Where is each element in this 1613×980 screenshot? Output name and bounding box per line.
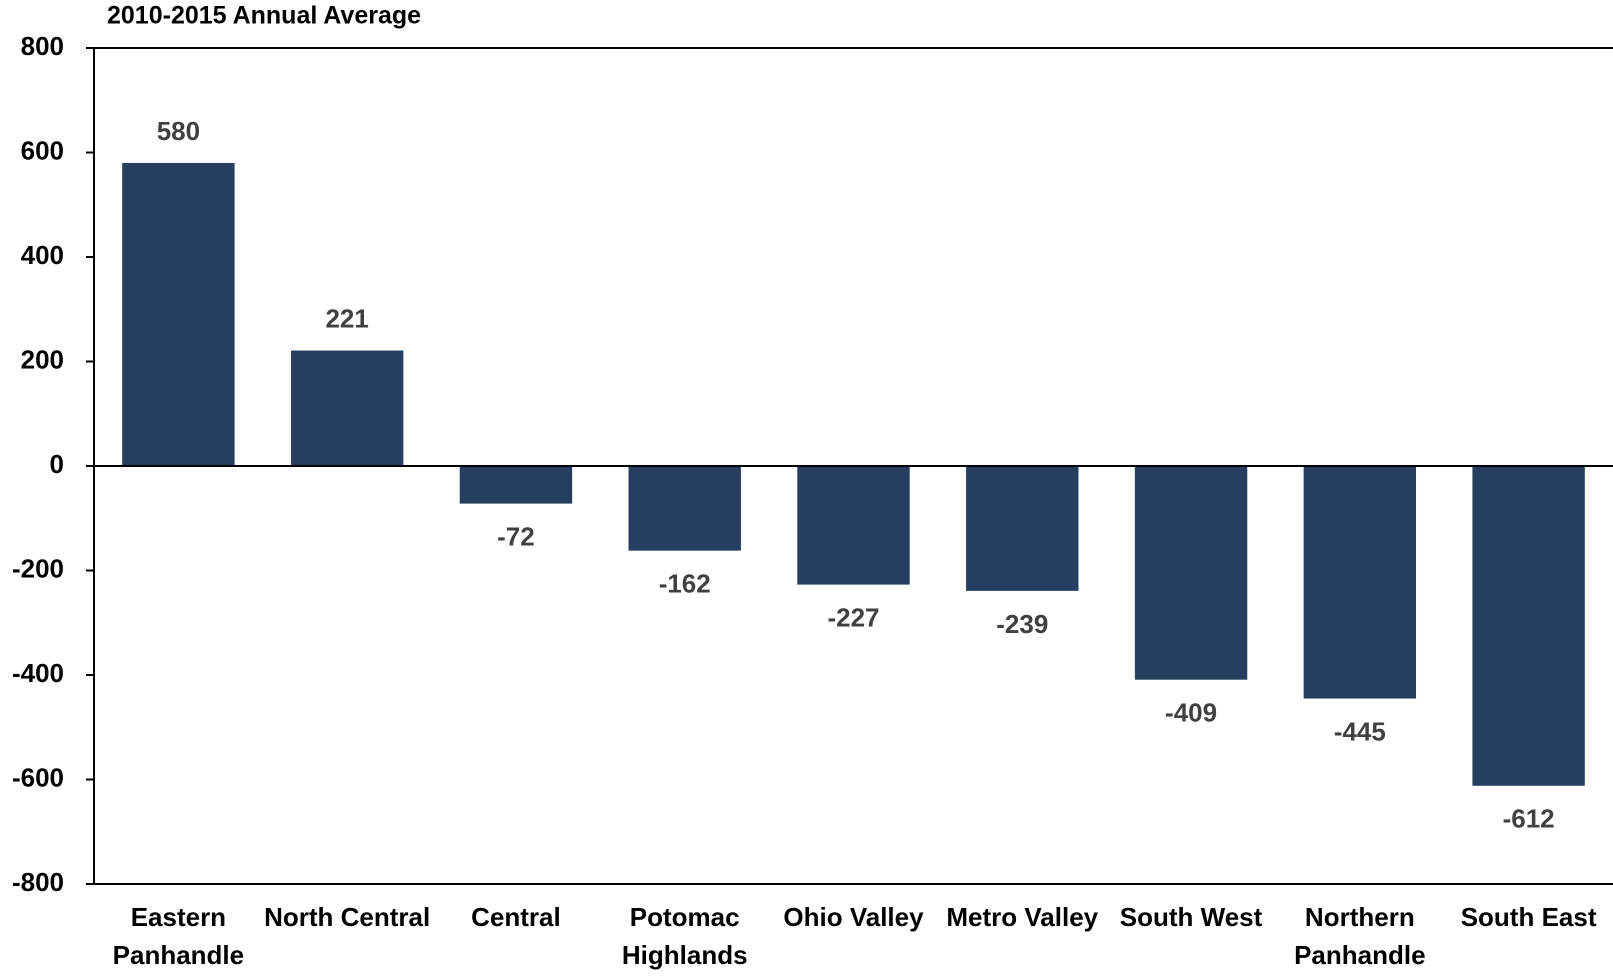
bar bbox=[122, 162, 235, 466]
y-tick-label: 400 bbox=[21, 240, 64, 270]
bar bbox=[290, 350, 404, 466]
bar bbox=[1472, 466, 1585, 786]
x-tick-label: Metro Valley bbox=[946, 902, 1099, 932]
data-label: -612 bbox=[1503, 804, 1555, 834]
chart-title: 2010-2015 Annual Average bbox=[107, 2, 421, 30]
x-tick-label: Eastern Panhandle bbox=[112, 902, 245, 970]
y-tick-label: 800 bbox=[21, 31, 64, 61]
data-label: 221 bbox=[325, 303, 368, 333]
bar bbox=[1134, 466, 1248, 680]
data-label: -162 bbox=[659, 569, 711, 599]
bar bbox=[797, 466, 910, 585]
x-tick-label: South East bbox=[1460, 902, 1597, 932]
bar bbox=[459, 466, 573, 504]
bar bbox=[1303, 466, 1417, 699]
y-tick-label: 600 bbox=[21, 135, 64, 165]
data-label: -445 bbox=[1334, 716, 1386, 746]
y-tick-label: -200 bbox=[12, 553, 64, 583]
y-tick-label: 0 bbox=[50, 449, 64, 479]
x-tick-label: Potomac Highlands bbox=[621, 902, 748, 970]
x-tick-label: Central bbox=[471, 902, 561, 932]
y-tick-label: -600 bbox=[12, 762, 64, 792]
data-label: -227 bbox=[827, 602, 879, 632]
bar bbox=[628, 466, 741, 551]
y-tick-label: 200 bbox=[21, 344, 64, 374]
x-tick-label: Northern Panhandle bbox=[1294, 902, 1426, 970]
data-label: -409 bbox=[1165, 698, 1217, 728]
y-tick-label: -800 bbox=[12, 867, 64, 897]
bar bbox=[966, 466, 1079, 591]
data-label: -72 bbox=[497, 521, 535, 551]
x-tick-label: North Central bbox=[264, 902, 431, 932]
y-tick-label: -400 bbox=[12, 658, 64, 688]
data-label: -239 bbox=[996, 609, 1048, 639]
data-label: 580 bbox=[157, 116, 200, 146]
x-tick-label: Ohio Valley bbox=[783, 902, 924, 932]
x-tick-label: South West bbox=[1119, 902, 1263, 932]
